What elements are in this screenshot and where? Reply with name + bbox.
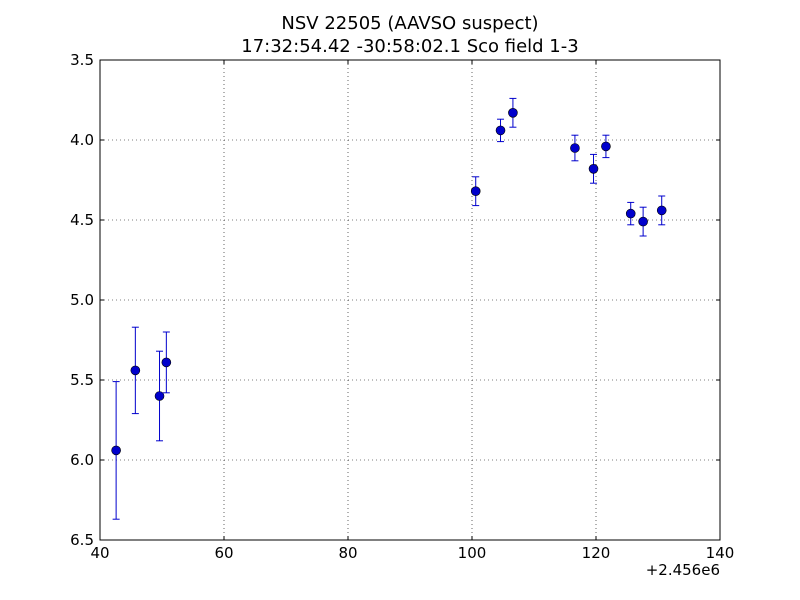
data-point [638,206,648,237]
tick-labels: 40 60 80 100 120 140 3.5 4.0 4.5 5.0 5.5 6.0 6.5 [70,51,734,562]
x-tick-label: 140 [706,544,735,562]
x-tick-label: 80 [338,544,357,562]
data-point [508,97,518,128]
data-marker [588,164,599,174]
x-tick-label: 100 [458,544,487,562]
data-point [588,153,599,184]
data-point [161,331,172,394]
data-point [154,350,165,442]
data-point [130,326,141,415]
data-marker [111,445,121,456]
data-marker [508,108,518,118]
data-point [470,176,481,207]
x-tick-label: 40 [90,544,109,562]
data-marker [154,391,165,401]
data-marker [495,125,506,136]
data-point [656,195,667,226]
x-tick-label: 60 [214,544,233,562]
chart-subtitle: 17:32:54.42 -30:58:02.1 Sco field 1-3 [241,36,578,57]
data-marker [470,186,481,196]
data-marker [161,357,172,368]
y-tick-label: 4.5 [70,211,94,229]
y-tick-label: 5.5 [70,371,94,389]
axis-ticks [99,59,721,541]
data-marker [656,205,667,216]
data-point [111,381,121,520]
y-tick-label: 3.5 [70,51,94,69]
data-marker [601,141,611,152]
data-point [495,118,506,143]
plot-frame [99,59,721,541]
y-tick-label: 6.0 [70,451,94,469]
chart-title: NSV 22505 (AAVSO suspect) [281,13,538,34]
data-marker [638,216,648,227]
x-offset-label: +2.456e6 [646,561,720,579]
y-tick-label: 6.5 [70,531,94,549]
data-marker [570,143,580,153]
x-tick-label: 120 [582,544,611,562]
data-marker [625,208,636,219]
data-point [570,134,580,162]
y-tick-label: 4.0 [70,131,94,149]
grid [100,60,720,540]
data-point [601,134,611,159]
data-marker [130,365,141,376]
y-tick-label: 5.0 [70,291,94,309]
data-series [111,97,667,520]
data-point [625,201,636,226]
